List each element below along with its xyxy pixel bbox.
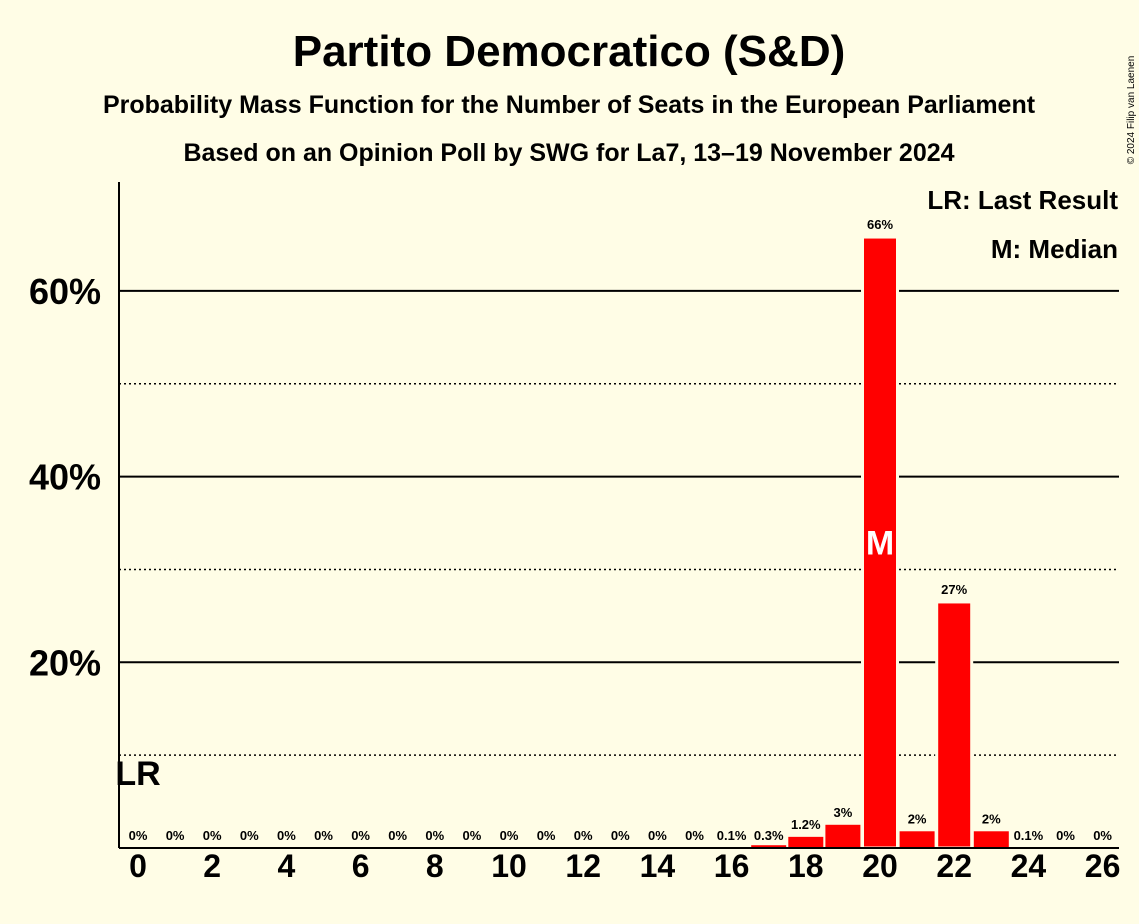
- bar-label-seat-24: 0.1%: [1014, 828, 1044, 843]
- bar-labels: 0% 0% 0% 0% 0% 0% 0% 0% 0% 0% 0% 0% 0% 0% 0% 0% 0.1% 0.3%…: [115, 217, 1112, 843]
- bar-label-seat-26: 0%: [1093, 828, 1112, 843]
- bar-label-seat-25: 0%: [1056, 828, 1075, 843]
- bar-seat-18: [788, 836, 824, 848]
- bar-label-seat-0: 0%: [129, 828, 148, 843]
- x-tick-label-20: 20: [862, 848, 898, 884]
- bar-label-seat-3: 0%: [240, 828, 259, 843]
- bar-label-seat-7: 0%: [388, 828, 407, 843]
- bar-seat-21: [899, 831, 935, 848]
- bar-label-seat-11: 0%: [537, 828, 556, 843]
- x-tick-label-10: 10: [491, 848, 527, 884]
- bar-seat-19: [825, 824, 861, 848]
- bar-label-seat-1: 0%: [166, 828, 185, 843]
- x-tick-label-0: 0: [129, 848, 147, 884]
- bar-label-seat-22: 27%: [941, 582, 967, 597]
- x-tick-label-14: 14: [640, 848, 676, 884]
- chart-subtitle-source: Based on an Opinion Poll by SWG for La7,…: [183, 139, 954, 167]
- x-tick-label-2: 2: [203, 848, 221, 884]
- x-tick-label-22: 22: [936, 848, 972, 884]
- bar-label-seat-23: 2%: [982, 811, 1001, 826]
- last-result-marker: LR: [115, 755, 160, 793]
- chart-title: Partito Democratico (S&D): [293, 27, 846, 76]
- legend-median: M: Median: [991, 234, 1118, 264]
- copyright-notice: © 2024 Filip van Laenen: [1126, 56, 1137, 165]
- bar-label-seat-17: 0.3%: [754, 828, 784, 843]
- y-tick-label-40: 40%: [29, 457, 101, 498]
- y-tick-label-60: 60%: [29, 271, 101, 312]
- x-tick-label-16: 16: [714, 848, 750, 884]
- bar-label-seat-2: 0%: [203, 828, 222, 843]
- bar-label-seat-6: 0%: [351, 828, 370, 843]
- bar-seat-17: [751, 845, 787, 848]
- bar-label-seat-20: 66%: [867, 217, 893, 232]
- x-tick-label-4: 4: [278, 848, 296, 884]
- bar-label-seat-5: 0%: [314, 828, 333, 843]
- bar-label-seat-10: 0%: [500, 828, 519, 843]
- bar-seat-20: [861, 235, 899, 850]
- y-tick-label-20: 20%: [29, 642, 101, 683]
- bar-label-seat-9: 0%: [463, 828, 482, 843]
- x-tick-label-24: 24: [1011, 848, 1047, 884]
- bar-label-seat-4: 0%: [277, 828, 296, 843]
- bar-label-seat-13: 0%: [611, 828, 630, 843]
- median-marker: M: [866, 525, 894, 563]
- bar-label-seat-14: 0%: [648, 828, 667, 843]
- bars: [714, 235, 1046, 850]
- grid-lines: [119, 289, 1119, 756]
- chart-subtitle: Probability Mass Function for the Number…: [103, 91, 1036, 119]
- bar-seat-22: [935, 600, 974, 850]
- x-axis-ticks: 0 2 4 6 8 10 12 14 16 18 20 22 24 26: [129, 848, 1120, 884]
- bar-label-seat-15: 0%: [685, 828, 704, 843]
- bar-label-seat-21: 2%: [908, 811, 927, 826]
- y-axis-ticks: 20% 40% 60%: [29, 271, 101, 683]
- x-tick-label-26: 26: [1085, 848, 1121, 884]
- x-tick-label-8: 8: [426, 848, 444, 884]
- bar-label-seat-19: 3%: [834, 805, 853, 820]
- legend-last-result: LR: Last Result: [927, 185, 1118, 215]
- bar-label-seat-12: 0%: [574, 828, 593, 843]
- bar-label-seat-8: 0%: [425, 828, 444, 843]
- bar-label-seat-18: 1.2%: [791, 817, 821, 832]
- x-tick-label-12: 12: [565, 848, 601, 884]
- x-tick-label-18: 18: [788, 848, 824, 884]
- x-tick-label-6: 6: [352, 848, 370, 884]
- bar-label-seat-16: 0.1%: [717, 828, 747, 843]
- bar-seat-23: [973, 831, 1009, 848]
